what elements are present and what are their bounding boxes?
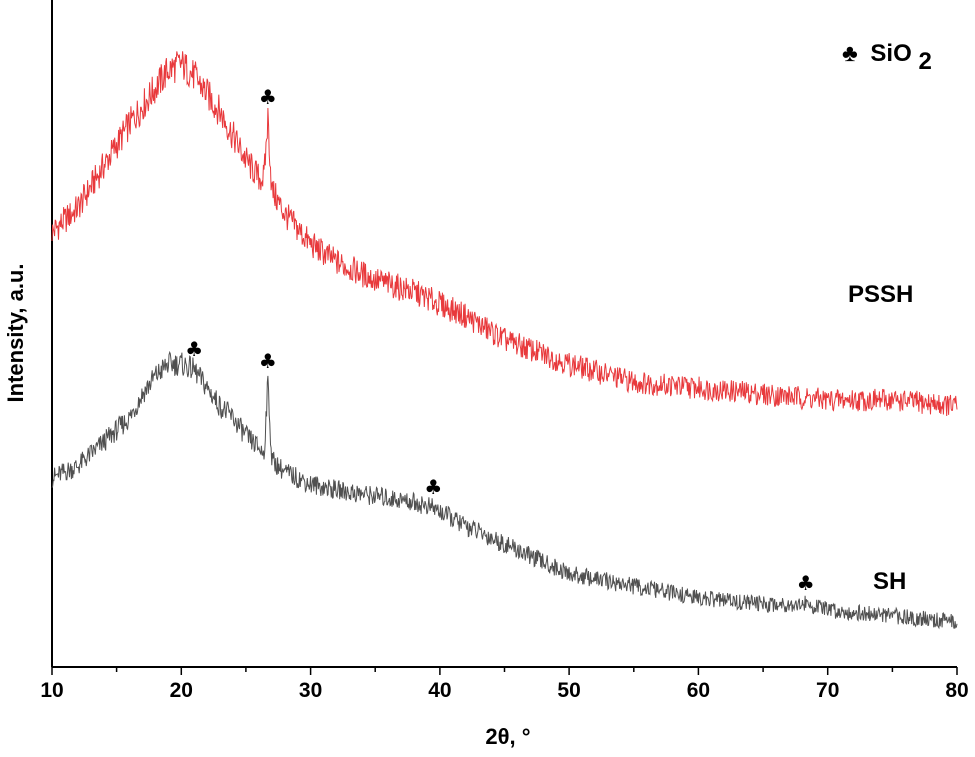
x-tick-label: 50 (557, 679, 580, 702)
series-sh (51, 350, 958, 630)
x-tick-label: 10 (40, 679, 63, 702)
peak-marker-sh-0: ♣ (185, 337, 203, 361)
x-axis-title: 2θ, ° (485, 724, 530, 749)
x-tick-label: 20 (170, 679, 193, 702)
series-line-pssh (51, 51, 958, 417)
x-tick-layer: 10 20 30 40 50 60 70 80 (40, 667, 969, 702)
x-tick-label: 40 (428, 679, 451, 702)
legend-symbol: ♣ (842, 40, 858, 67)
y-axis-title: Intensity, a.u. (3, 264, 28, 403)
peak-marker-layer: ♣ ♣ ♣ ♣ ♣ (185, 85, 814, 595)
series-line-sh (51, 350, 958, 630)
peak-marker-pssh-0: ♣ (259, 85, 277, 109)
legend: ♣ SiO 2 (842, 40, 932, 75)
x-tick-label: 30 (299, 679, 322, 702)
series-layer (51, 51, 958, 630)
plot-area: ♣ ♣ ♣ ♣ ♣ 10 20 30 40 50 60 70 80 (40, 0, 969, 702)
series-label-pssh: PSSH (848, 281, 913, 308)
series-label-sh: SH (873, 568, 906, 595)
legend-subscript: 2 (918, 48, 931, 75)
peak-marker-sh-1: ♣ (259, 349, 277, 373)
x-tick-label: 60 (687, 679, 710, 702)
series-pssh (51, 51, 958, 417)
plot-frame (52, 0, 957, 667)
legend-entry: ♣ SiO 2 (842, 40, 932, 75)
x-tick-label: 80 (945, 679, 968, 702)
x-tick-label: 70 (816, 679, 839, 702)
peak-marker-sh-2: ♣ (424, 475, 442, 499)
peak-marker-sh-3: ♣ (797, 571, 815, 595)
legend-text: SiO (870, 40, 911, 67)
